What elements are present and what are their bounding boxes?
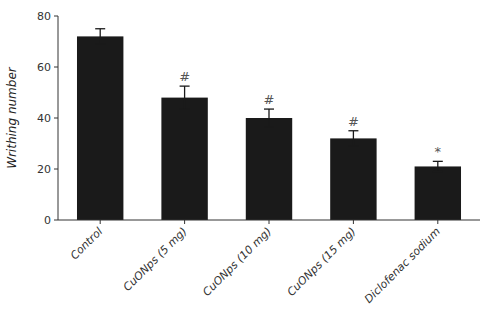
bar bbox=[77, 36, 123, 220]
x-tick bbox=[184, 220, 185, 224]
annotation: * bbox=[435, 144, 442, 159]
error-bar bbox=[264, 109, 274, 127]
x-tick bbox=[269, 220, 270, 224]
y-tick-label: 0 bbox=[44, 214, 51, 227]
x-tick-label: Control bbox=[68, 225, 105, 262]
error-cap bbox=[433, 171, 443, 172]
error-stem bbox=[100, 29, 101, 44]
annotation: # bbox=[179, 69, 190, 84]
x-tick-label: CuONps (10 mg) bbox=[200, 225, 274, 299]
error-bar bbox=[433, 161, 443, 171]
error-bar bbox=[180, 86, 190, 109]
error-stem bbox=[353, 131, 354, 146]
bar bbox=[330, 138, 376, 220]
y-tick bbox=[54, 118, 58, 119]
error-stem bbox=[268, 109, 269, 127]
error-cap bbox=[180, 85, 190, 86]
error-stem bbox=[437, 161, 438, 171]
y-tick bbox=[54, 220, 58, 221]
y-axis-label: Writhing number bbox=[5, 66, 19, 169]
x-tick bbox=[437, 220, 438, 224]
x-tick bbox=[100, 220, 101, 224]
x-tick-label: CuONps (15 mg) bbox=[285, 225, 359, 299]
bar bbox=[161, 98, 207, 220]
x-tick-label: Diclofenac sodium bbox=[362, 225, 443, 306]
annotation: # bbox=[348, 114, 359, 129]
error-stem bbox=[184, 86, 185, 109]
marks bbox=[77, 29, 461, 220]
bar bbox=[415, 166, 461, 220]
error-cap bbox=[95, 43, 105, 44]
bar bbox=[246, 118, 292, 220]
y-tick bbox=[54, 16, 58, 17]
error-bar bbox=[348, 131, 358, 146]
x-tick-label: CuONps (5 mg) bbox=[121, 225, 190, 294]
y-tick-label: 60 bbox=[37, 61, 51, 74]
annotation: # bbox=[264, 92, 275, 107]
error-bar bbox=[95, 29, 105, 44]
error-cap bbox=[433, 161, 443, 162]
error-cap bbox=[264, 126, 274, 127]
error-cap bbox=[180, 108, 190, 109]
error-cap bbox=[348, 130, 358, 131]
x-tick bbox=[353, 220, 354, 224]
error-cap bbox=[264, 108, 274, 109]
chart-container: ###*020406080ControlCuONps (5 mg)CuONps … bbox=[0, 0, 494, 320]
y-tick bbox=[54, 169, 58, 170]
chart-svg: ###*020406080ControlCuONps (5 mg)CuONps … bbox=[0, 0, 494, 320]
y-tick-label: 80 bbox=[37, 10, 51, 23]
y-tick bbox=[54, 67, 58, 68]
y-tick-label: 20 bbox=[37, 163, 51, 176]
y-tick-label: 40 bbox=[37, 112, 51, 125]
error-cap bbox=[95, 28, 105, 29]
error-cap bbox=[348, 145, 358, 146]
